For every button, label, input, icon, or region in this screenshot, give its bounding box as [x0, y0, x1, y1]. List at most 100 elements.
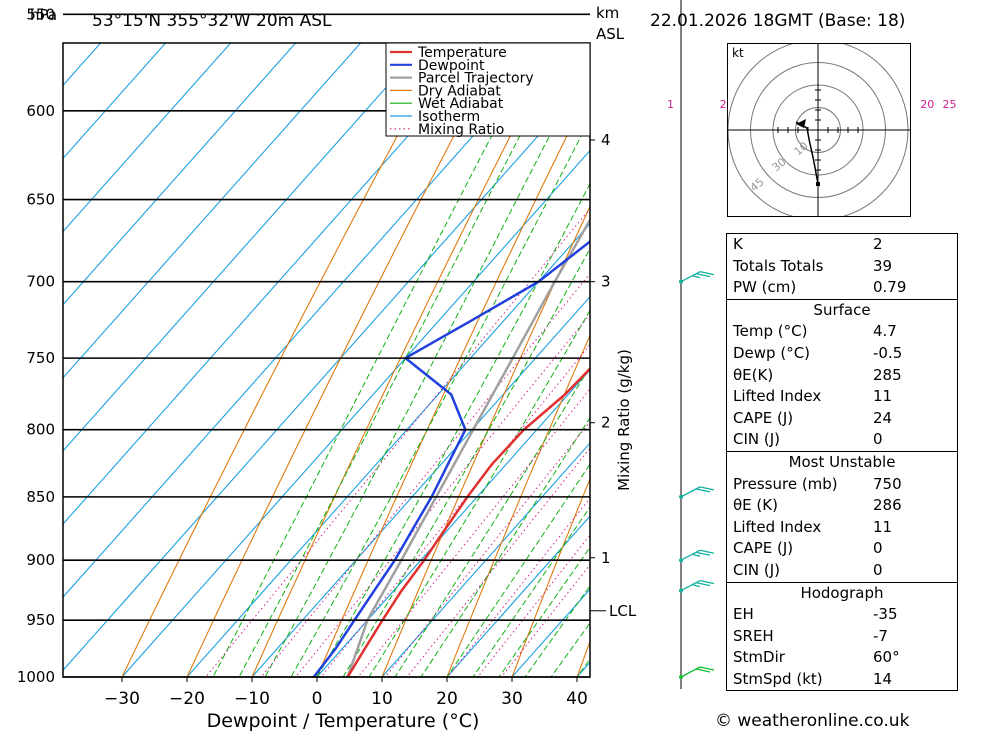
index-key: K [733, 235, 743, 253]
wet-adiabat-line [342, 247, 590, 677]
index-key: Totals Totals [733, 256, 824, 275]
index-row: CIN (J) 0 [727, 560, 957, 582]
wet-adiabat-line [498, 546, 590, 677]
index-value: 14 [873, 669, 893, 688]
indices-table: K 2 Totals Totals 39 PW (cm) 0.79 Surface Tem… [726, 233, 958, 692]
index-key: θE (K) [733, 496, 778, 515]
datetime-label: 22.01.2026 18GMT (Base: 18) [650, 11, 906, 31]
indices-top-section: K 2 Totals Totals 39 PW (cm) 0.79 [727, 234, 957, 299]
index-row: Pressure (mb) 750 [727, 474, 957, 496]
mixing-ratio-label: 20 [920, 98, 934, 111]
hodograph-ring-label: 45 [748, 175, 767, 194]
index-value: -0.5 [873, 343, 903, 362]
index-value: -7 [873, 626, 888, 645]
wet-adiabat-line [524, 585, 590, 677]
km-unit-label: km [596, 4, 620, 22]
index-row: Dewp (°C) -0.5 [727, 343, 957, 365]
parcel-trajectory-line [346, 217, 590, 677]
index-row: θE(K) 285 [727, 365, 957, 387]
pressure-tick-label: 1000 [17, 668, 55, 686]
plot-frame [62, 42, 591, 678]
pressure-tick-label: 650 [26, 191, 55, 209]
index-key: CIN (J) [733, 430, 781, 449]
wind-barb [679, 579, 715, 593]
legend-label: Dewpoint [418, 58, 485, 74]
lcl-label: LCL [609, 602, 637, 620]
index-row: StmSpd (kt) 14 [727, 669, 957, 691]
index-key: Pressure (mb) [733, 474, 838, 493]
indices-surface-section: Temp (°C) 4.7 Dewp (°C) -0.5 θE(K) 285 Lifted … [727, 321, 957, 451]
dry-adiabat-line [251, 43, 559, 677]
indices-most-unstable-section: Pressure (mb) 750 θE (K) 286 Lifted Index 11 C… [727, 474, 957, 582]
index-value: 39 [873, 256, 893, 275]
indices-hodograph-section: EH -35 SREH -7 StmDir 60° StmSpd (kt) 14 [727, 604, 957, 690]
pressure-tick-label: 550 [26, 5, 55, 23]
wind-barb-flag [695, 488, 711, 493]
index-key: StmSpd (kt) [733, 669, 823, 688]
hodograph-surface-marker [816, 182, 820, 186]
mixing-ratio-label: 25 [943, 98, 957, 111]
mixing-ratio-line [384, 421, 590, 677]
index-value: 286 [873, 496, 902, 515]
isotherm-line [251, 295, 590, 677]
isotherm-line [63, 76, 590, 672]
wind-barb-flag [699, 666, 715, 671]
temperature-line [346, 367, 590, 677]
km-tick-label: 4 [601, 131, 611, 149]
index-key: Lifted Index [733, 387, 822, 406]
index-row: CAPE (J) 0 [727, 538, 957, 560]
location-title: 53°15'N 355°32'W 20m ASL [92, 11, 332, 31]
x-tick-label: −30 [104, 689, 140, 709]
hpa-unit-label: hPa [30, 6, 58, 24]
index-row: SREH -7 [727, 626, 957, 648]
wind-barb-flag [699, 271, 715, 276]
mixing-ratio-label: 1 [667, 98, 674, 111]
index-value: 285 [873, 365, 902, 384]
index-key: Dewp (°C) [733, 343, 811, 362]
km-tick-label: 3 [601, 273, 611, 291]
wind-barb-half-flag [691, 553, 701, 557]
mixing-ratio-line [260, 272, 590, 677]
wet-adiabat-line [238, 43, 569, 677]
mixing-ratio-line [477, 534, 590, 677]
pressure-tick-label: 850 [26, 488, 55, 506]
legend-label: Mixing Ratio [418, 122, 504, 138]
index-value: 750 [873, 474, 902, 493]
wind-barb-staff [680, 486, 701, 498]
wind-barb-half-flag [691, 275, 701, 279]
hodograph-ring-label: 10 [792, 139, 811, 158]
hodograph-unit: kt [732, 46, 744, 60]
km-tick-label: 1 [601, 549, 611, 567]
legend-label: Parcel Trajectory [418, 71, 534, 87]
index-row: Lifted Index 11 [727, 386, 957, 408]
index-key: PW (cm) [733, 278, 797, 297]
mixing-ratio-line [500, 563, 590, 677]
pressure-tick-label: 600 [26, 102, 55, 120]
wind-barb [679, 549, 715, 563]
legend-box [385, 42, 591, 137]
wet-adiabat-line [316, 182, 590, 677]
index-key: StmDir [733, 648, 785, 667]
isotherm-line [121, 149, 590, 677]
wet-adiabat-line [212, 43, 541, 677]
wind-barb-flag [695, 668, 711, 673]
dry-adiabat-line [446, 334, 590, 677]
wet-adiabat-line [264, 56, 590, 677]
pressure-tick-label: 700 [26, 273, 55, 291]
mixing-ratio-line [447, 497, 590, 677]
index-row: StmDir 60° [727, 647, 957, 669]
index-key: EH [733, 605, 754, 624]
pressure-tick-label: 800 [26, 421, 55, 439]
wind-barb-flag [699, 579, 715, 585]
wind-barb-staff [680, 666, 701, 678]
copyright-label: © weatheronline.co.uk [715, 711, 910, 731]
hodograph-ring-label: 30 [770, 155, 789, 174]
mixing-ratio-axis-label: Mixing Ratio (g/kg) [615, 349, 633, 491]
wind-barb-half-flag [691, 583, 701, 588]
index-row: Temp (°C) 4.7 [727, 321, 957, 343]
asl-unit-label: ASL [596, 25, 625, 43]
index-key: θE(K) [733, 365, 774, 384]
